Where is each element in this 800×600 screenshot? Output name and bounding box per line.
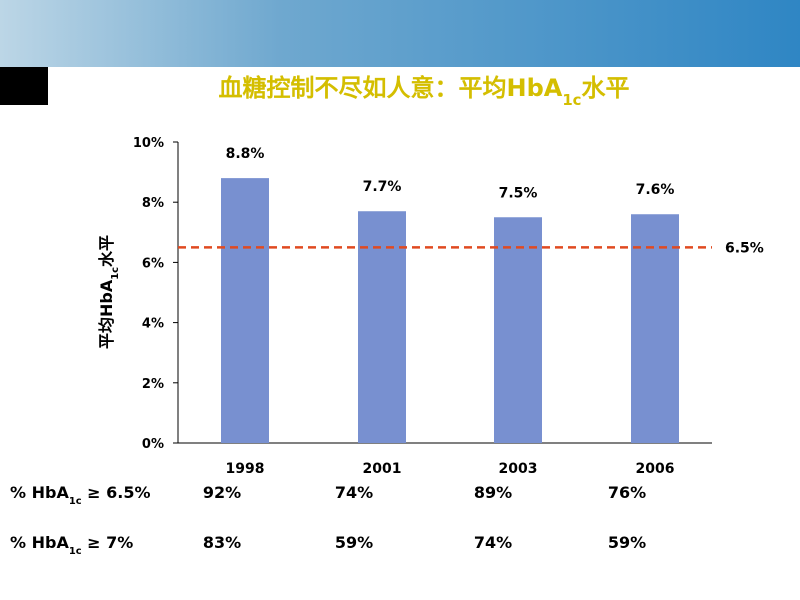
y-tick-label: 0% bbox=[142, 437, 164, 452]
table-cell: 74% bbox=[335, 483, 373, 502]
row-label-part: 1c bbox=[69, 546, 82, 557]
x-tick-label: 2001 bbox=[363, 461, 402, 477]
table-cell: 74% bbox=[474, 533, 512, 552]
row-label: % HbA1c ≥ 7% bbox=[10, 533, 133, 557]
bar bbox=[358, 211, 406, 443]
table-cell: 83% bbox=[203, 533, 241, 552]
header-block bbox=[0, 67, 48, 105]
row-label-part: 1c bbox=[69, 496, 82, 507]
x-tick-label: 2003 bbox=[499, 461, 538, 477]
header-image bbox=[0, 0, 800, 67]
value-label: 7.5% bbox=[499, 185, 538, 201]
table-cell: 59% bbox=[335, 533, 373, 552]
y-axis-label-part: 水平 bbox=[97, 235, 116, 267]
value-label: 7.7% bbox=[363, 179, 402, 195]
bar bbox=[631, 214, 679, 443]
y-axis-label-part: 1c bbox=[110, 267, 121, 280]
row-label-part: % HbA bbox=[10, 483, 69, 502]
title-bar bbox=[48, 67, 800, 105]
y-axis-label: 平均HbA1c水平 bbox=[97, 235, 121, 349]
y-tick-label: 6% bbox=[142, 256, 164, 271]
value-label: 8.8% bbox=[226, 146, 265, 162]
table-cell: 92% bbox=[203, 483, 241, 502]
row-label-part: ≥ 7% bbox=[82, 533, 134, 552]
reference-label: 6.5% bbox=[725, 240, 764, 256]
row-label: % HbA1c ≥ 6.5% bbox=[10, 483, 151, 507]
x-tick-label: 2006 bbox=[636, 461, 675, 477]
table-cell: 89% bbox=[474, 483, 512, 502]
x-tick-label: 1998 bbox=[226, 461, 265, 477]
y-tick-label: 8% bbox=[142, 196, 164, 211]
chart-title-part: 1c bbox=[562, 91, 581, 109]
y-axis-label-part: 平均HbA bbox=[97, 279, 116, 349]
y-tick-label: 10% bbox=[133, 136, 164, 151]
chart-title-part: 血糖控制不尽如人意：平均HbA bbox=[218, 74, 562, 102]
bar bbox=[221, 178, 269, 443]
row-label-part: % HbA bbox=[10, 533, 69, 552]
chart-title: 血糖控制不尽如人意：平均HbA1c水平 bbox=[218, 74, 629, 109]
table-cell: 76% bbox=[608, 483, 646, 502]
chart-title-part: 水平 bbox=[582, 74, 630, 102]
y-tick-label: 2% bbox=[142, 377, 164, 392]
row-label-part: ≥ 6.5% bbox=[82, 483, 151, 502]
y-tick-label: 4% bbox=[142, 317, 164, 332]
bar bbox=[494, 217, 542, 443]
value-label: 7.6% bbox=[636, 182, 675, 198]
table-cell: 59% bbox=[608, 533, 646, 552]
